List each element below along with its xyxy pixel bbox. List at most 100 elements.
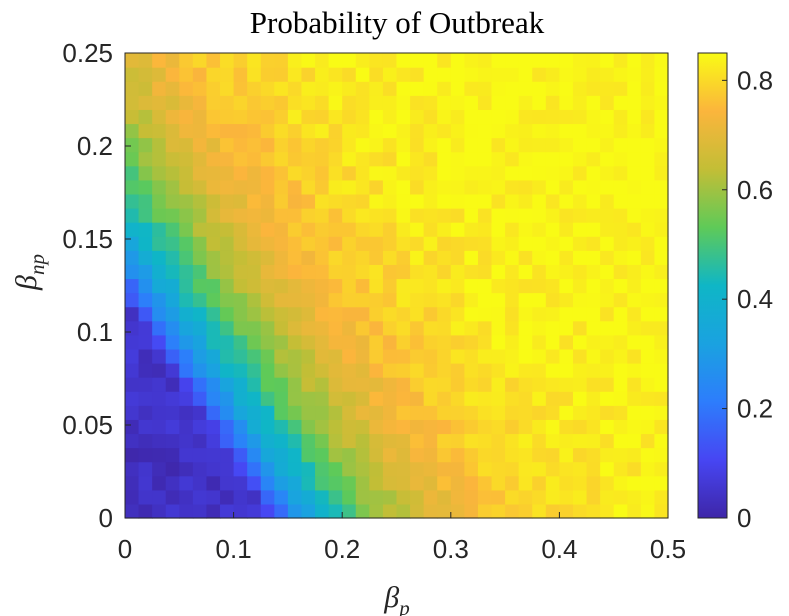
heatmap-cell [355, 363, 370, 378]
heatmap-cell [287, 81, 303, 96]
heatmap-cell [260, 109, 275, 125]
heatmap-cell [301, 320, 316, 336]
heatmap-cell [247, 236, 262, 251]
heatmap-cell [220, 278, 235, 294]
heatmap-cell [125, 137, 140, 153]
heatmap-cell [165, 461, 180, 477]
heatmap-cell [301, 95, 316, 110]
heatmap-cell [654, 95, 669, 110]
heatmap-cell [274, 391, 289, 406]
chart-title: Probability of Outbreak [250, 5, 545, 40]
heatmap-cell [179, 53, 194, 68]
heatmap-cell [559, 320, 574, 336]
heatmap-cell [600, 348, 615, 364]
heatmap-cell [627, 53, 642, 68]
heatmap-cell [477, 363, 493, 378]
heatmap-cell [138, 193, 153, 209]
heatmap-cell [192, 208, 208, 223]
heatmap-cell [342, 137, 357, 153]
heatmap-cell [192, 264, 208, 280]
heatmap-cell [342, 391, 357, 406]
heatmap-cell [179, 433, 194, 449]
x-axis-label: βp [383, 581, 409, 616]
heatmap-cell [233, 179, 248, 195]
heatmap-cell [464, 377, 479, 392]
heatmap-cell [505, 292, 520, 308]
heatmap-cell [654, 475, 669, 491]
y-tick-label: 0.2 [77, 131, 113, 161]
heatmap-cell [559, 193, 574, 209]
heatmap-cell [613, 222, 628, 237]
heatmap-cell [491, 236, 506, 251]
heatmap-cell [505, 179, 520, 195]
heatmap-cell [301, 179, 316, 195]
heatmap-cell [138, 348, 153, 364]
heatmap-cell [396, 81, 411, 96]
heatmap-cell [613, 306, 628, 322]
heatmap-cell [396, 179, 411, 195]
heatmap-cell [654, 292, 669, 308]
heatmap-cell [233, 334, 248, 350]
heatmap-cell [600, 306, 615, 322]
heatmap-cell [192, 278, 208, 294]
heatmap-cell [545, 377, 560, 392]
heatmap-cell [654, 447, 669, 463]
heatmap-cell [206, 264, 221, 280]
heatmap-cell [206, 348, 221, 364]
heatmap-cell [410, 109, 425, 125]
heatmap-cell [315, 292, 330, 308]
heatmap-cell [559, 377, 574, 392]
heatmap-cell [518, 250, 533, 265]
heatmap-cell [315, 81, 330, 96]
heatmap-cell [315, 193, 330, 209]
heatmap-cell [233, 433, 248, 449]
heatmap-cell [464, 348, 479, 364]
heatmap-cell [369, 53, 384, 68]
heatmap-cell [396, 208, 411, 223]
heatmap-cell [247, 109, 262, 125]
heatmap-cell [654, 109, 669, 125]
heatmap-cell [464, 109, 479, 125]
heatmap-cell [342, 292, 357, 308]
heatmap-cell [396, 193, 411, 209]
heatmap-cell [613, 137, 628, 153]
heatmap-cell [220, 179, 235, 195]
heatmap-cell [247, 377, 262, 392]
heatmap-cell [572, 179, 588, 195]
heatmap-cell [437, 208, 452, 223]
heatmap-cell [518, 208, 533, 223]
heatmap-cell [287, 405, 303, 420]
heatmap-cell [328, 334, 343, 350]
heatmap-cell [518, 222, 533, 237]
heatmap-cell [464, 292, 479, 308]
heatmap-cell [464, 475, 479, 491]
heatmap-cell [233, 405, 248, 420]
heatmap-cell [220, 95, 235, 110]
heatmap-cell [328, 179, 343, 195]
heatmap-cell [328, 447, 343, 463]
heatmap-cell [382, 250, 398, 265]
heatmap-cell [355, 391, 370, 406]
svg-text:βp: βp [383, 581, 409, 616]
heatmap-cell [437, 475, 452, 491]
heatmap-cell [532, 377, 547, 392]
heatmap-cell [423, 165, 438, 181]
heatmap-cell [586, 348, 601, 364]
heatmap-cell [355, 461, 370, 477]
heatmap-cell [138, 137, 153, 153]
heatmap-cell [233, 137, 248, 153]
heatmap-cell [464, 447, 479, 463]
heatmap-cell [410, 391, 425, 406]
heatmap-cell [138, 391, 153, 406]
heatmap-cell [287, 151, 303, 167]
heatmap-cell [220, 264, 235, 280]
heatmap-cell [152, 250, 167, 265]
heatmap-cell [600, 95, 615, 110]
heatmap-cell [260, 151, 275, 167]
heatmap-cell [491, 222, 506, 237]
heatmap-cell [192, 363, 208, 378]
heatmap-cell [505, 250, 520, 265]
heatmap-cell [450, 363, 465, 378]
y-tick-label: 0 [99, 503, 113, 533]
heatmap-cell [274, 53, 289, 68]
